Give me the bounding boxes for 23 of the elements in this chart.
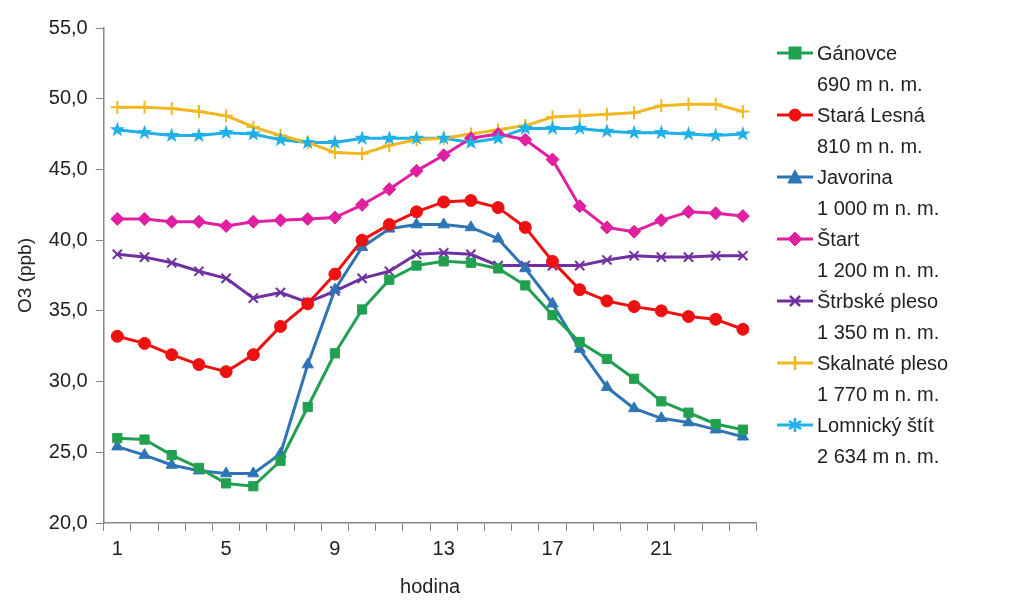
legend-label: Gánovce 690 m n. m. <box>817 41 923 97</box>
y-tick-label: 55,0 <box>48 15 88 38</box>
y-tick-label: 25,0 <box>48 439 88 462</box>
x-tick-label: 5 <box>220 536 232 559</box>
x-tick-label: 13 <box>432 536 455 559</box>
y-tick-label: 50,0 <box>48 86 88 109</box>
y-axis-title: O3 (ppb) <box>13 238 35 313</box>
x-tick-label: 17 <box>541 536 564 559</box>
y-tick-label: 20,0 <box>48 510 88 533</box>
x-tick-label: 9 <box>329 536 341 559</box>
y-tick-label: 35,0 <box>48 298 88 321</box>
legend-label: Stará Lesná 810 m n. m. <box>817 103 925 159</box>
x-axis-title: hodina <box>400 574 462 597</box>
x-tick-label: 21 <box>650 536 673 559</box>
legend-label: Štrbské pleso 1 350 m n. m. <box>817 289 940 345</box>
legend-label: Skalnaté pleso 1 770 m n. m. <box>817 351 949 407</box>
y-tick-label: 40,0 <box>48 227 88 250</box>
y-tick-label: 45,0 <box>48 156 88 179</box>
y-tick-label: 30,0 <box>48 369 88 392</box>
legend-label: Lomnický štít 2 634 m n. m. <box>817 413 940 469</box>
legend-label: Štart 1 200 m n. m. <box>817 227 940 283</box>
x-tick-label: 1 <box>111 536 123 559</box>
legend-label: Javorina 1 000 m n. m. <box>817 165 940 221</box>
